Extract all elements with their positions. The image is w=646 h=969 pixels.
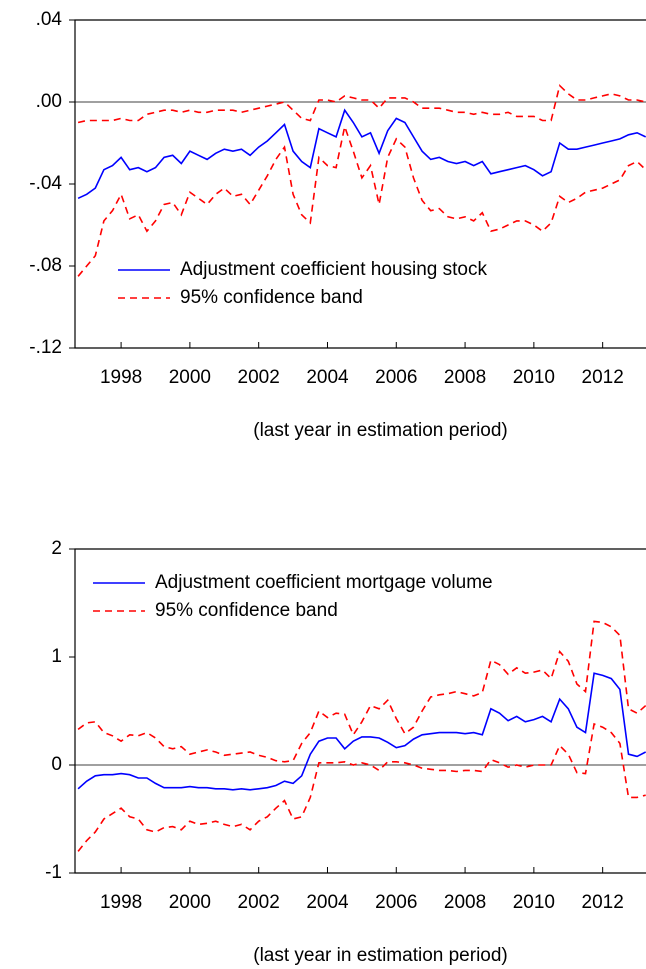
x-tick-label: 2004 [306, 367, 349, 388]
y-tick-label: -1 [45, 862, 62, 883]
legend-label: Adjustment coefficient housing stock [180, 259, 487, 280]
y-tick-label: .04 [36, 9, 63, 30]
plot-frame [74, 19, 646, 349]
plot-frame [74, 548, 646, 874]
band-upper [77, 620, 646, 763]
y-tick-label: -.08 [29, 255, 62, 276]
x-axis-label: (last year in estimation period) [253, 945, 508, 966]
x-tick-label: 2008 [444, 892, 486, 913]
x-tick-label: 2010 [513, 892, 555, 913]
series-line [77, 108, 646, 200]
legend-label: 95% confidence band [180, 287, 363, 308]
y-tick-label: -.04 [29, 173, 62, 194]
y-tick-label: 1 [51, 646, 62, 667]
x-tick-label: 1998 [100, 892, 142, 913]
x-tick-label: 2000 [169, 367, 211, 388]
series-line [77, 672, 646, 791]
band-lower [77, 722, 646, 852]
x-axis-label: (last year in estimation period) [253, 420, 508, 441]
x-tick-label: 2012 [582, 367, 624, 388]
y-tick-label: .00 [36, 91, 62, 112]
y-tick-label: -.12 [29, 337, 62, 358]
y-tick-label: 0 [51, 754, 62, 775]
x-tick-label: 2008 [444, 367, 486, 388]
x-tick-label: 2002 [238, 892, 280, 913]
legend-label: Adjustment coefficient mortgage volume [155, 572, 493, 593]
y-tick-label: 2 [51, 538, 62, 559]
band-lower [77, 123, 646, 277]
legend-label: 95% confidence band [155, 600, 338, 621]
x-tick-label: 2000 [169, 892, 211, 913]
x-tick-label: 2006 [375, 892, 417, 913]
x-tick-label: 2002 [238, 367, 280, 388]
band-upper [77, 84, 646, 124]
x-tick-label: 1998 [100, 367, 142, 388]
x-tick-label: 2004 [306, 892, 349, 913]
x-tick-label: 2006 [375, 367, 417, 388]
x-tick-label: 2010 [513, 367, 555, 388]
x-tick-label: 2012 [582, 892, 624, 913]
